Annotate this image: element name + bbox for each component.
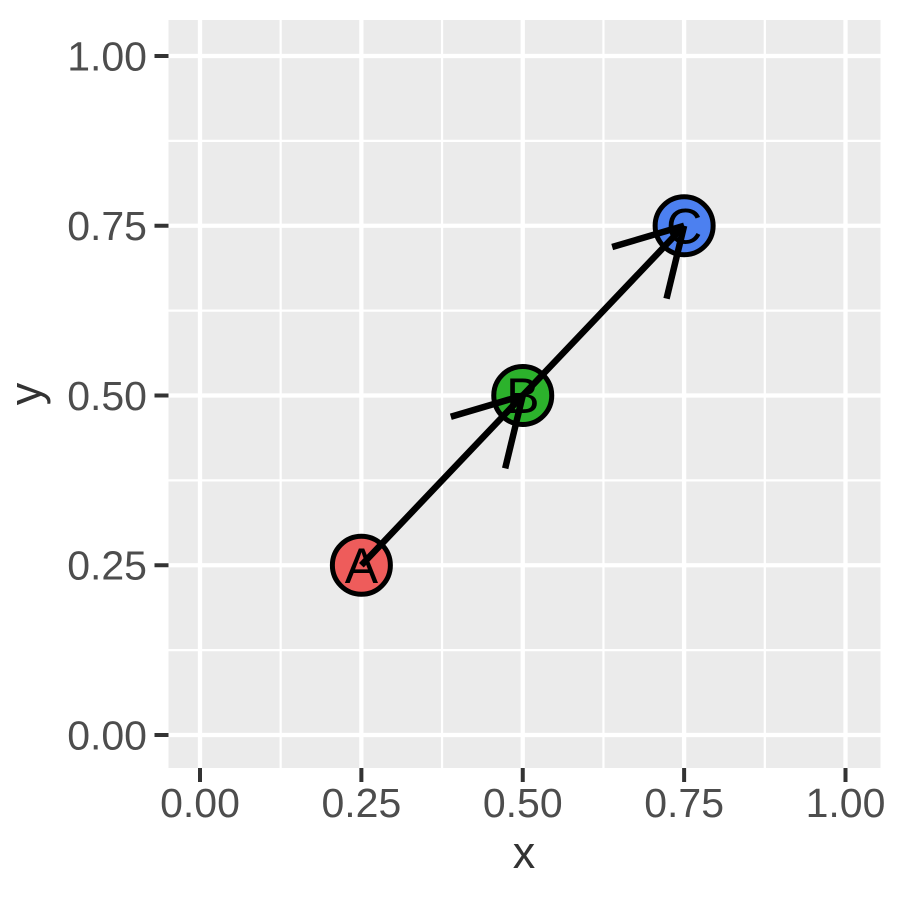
y-tick-label: 1.00 bbox=[67, 33, 147, 79]
y-tick-label: 0.00 bbox=[67, 712, 147, 758]
y-tick-label: 0.25 bbox=[67, 543, 147, 589]
point-label-A: A bbox=[345, 538, 379, 594]
arrow-shaft-B-C bbox=[520, 223, 687, 398]
y-tick-label: 0.75 bbox=[67, 203, 147, 249]
y-axis-title: y bbox=[0, 382, 51, 405]
x-tick-label: 0.00 bbox=[160, 780, 240, 826]
arrow-head-A-B-wing2 bbox=[502, 394, 526, 470]
arrows bbox=[359, 222, 688, 568]
y-tick-label: 0.50 bbox=[67, 373, 147, 419]
axis-tick-labels: 0.00 0.25 0.50 0.75 1.00 0.00 0.25 0.50 0.75 1.00 bbox=[67, 33, 885, 826]
x-tick-label: 0.25 bbox=[321, 780, 401, 826]
arrow-shaft-A-B bbox=[359, 393, 526, 568]
x-tick-label: 0.50 bbox=[483, 780, 563, 826]
axis-tick-marks bbox=[154, 54, 848, 782]
x-tick-label: 0.75 bbox=[644, 780, 724, 826]
arrow-head-B-C-wing2 bbox=[663, 224, 688, 300]
x-axis-title: x bbox=[513, 827, 536, 878]
x-tick-label: 1.00 bbox=[806, 780, 886, 826]
arrow-head-B-C-wing1 bbox=[611, 222, 686, 251]
arrow-head-A-B-wing1 bbox=[449, 392, 524, 420]
